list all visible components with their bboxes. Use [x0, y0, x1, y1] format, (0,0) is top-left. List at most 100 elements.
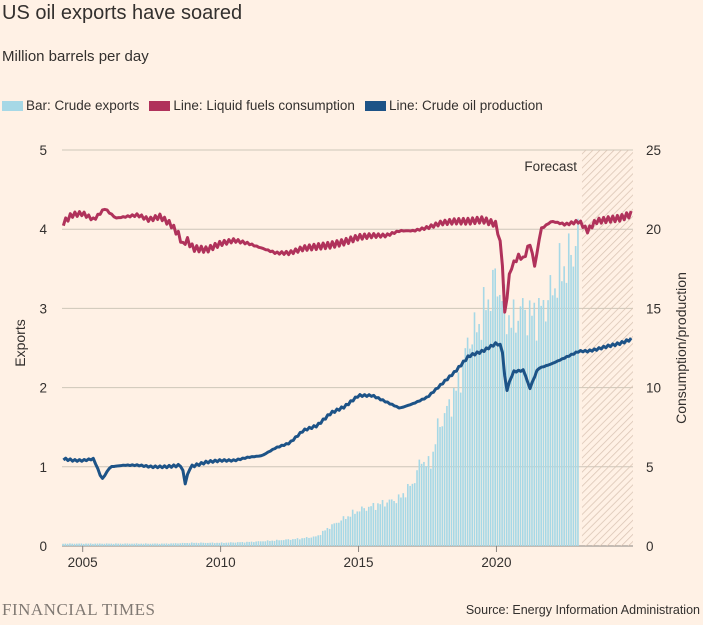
left-tick-label: 0	[39, 539, 47, 554]
export-bar	[105, 543, 108, 546]
export-bar	[103, 543, 106, 546]
export-bar	[489, 310, 492, 546]
export-bar	[165, 543, 168, 546]
export-bar	[223, 542, 225, 546]
export-bar	[492, 269, 494, 546]
export-bar	[473, 312, 476, 546]
export-bar	[342, 516, 345, 546]
export-bar	[466, 337, 469, 546]
export-bar	[248, 541, 251, 546]
export-bar	[393, 500, 395, 546]
export-bar	[377, 503, 379, 546]
export-bar	[416, 470, 418, 546]
export-bar	[430, 468, 432, 546]
export-bar	[149, 543, 152, 546]
export-bar	[87, 543, 90, 546]
export-bar	[482, 287, 485, 546]
export-bar	[358, 511, 361, 546]
forecast-label: Forecast	[524, 159, 577, 174]
export-bar	[570, 254, 572, 547]
export-bar	[567, 233, 570, 546]
export-bar	[365, 510, 368, 546]
export-bar	[213, 543, 216, 546]
export-bar	[135, 543, 138, 546]
export-bar	[197, 543, 200, 546]
export-bar	[158, 543, 161, 546]
export-bar	[317, 535, 319, 546]
export-bar	[427, 456, 430, 546]
export-bar	[188, 543, 191, 546]
legend-label-exports: Bar: Crude exports	[26, 98, 140, 113]
export-bar	[457, 372, 460, 546]
export-bar	[278, 540, 280, 546]
export-bar	[338, 522, 340, 546]
export-bar	[324, 530, 326, 546]
export-bar	[475, 332, 478, 546]
export-bar	[305, 537, 308, 546]
export-bar	[154, 543, 156, 546]
export-bar	[250, 541, 253, 546]
export-bar	[519, 306, 522, 546]
export-bar	[62, 543, 64, 546]
export-bar	[262, 541, 264, 546]
export-bar	[121, 543, 124, 546]
export-bar	[147, 543, 149, 546]
export-bar	[565, 282, 568, 546]
export-bar	[464, 348, 467, 546]
export-bar	[266, 540, 269, 546]
export-bar	[216, 542, 218, 546]
export-bar	[540, 305, 542, 546]
export-bar	[181, 542, 184, 546]
export-bar	[218, 542, 221, 546]
export-bar	[558, 243, 561, 546]
export-bar	[349, 516, 352, 546]
export-bar	[478, 324, 480, 546]
export-bar	[236, 542, 239, 546]
export-bar	[441, 426, 444, 546]
production-line	[62, 337, 633, 486]
export-bar	[563, 266, 565, 546]
export-bar	[436, 418, 439, 546]
right-axis-title: Consumption/production	[673, 272, 689, 424]
export-bar	[92, 543, 94, 546]
export-bar	[142, 543, 145, 546]
legend-swatch-consumption	[149, 100, 171, 111]
export-bar	[363, 508, 365, 546]
export-bar	[227, 542, 230, 546]
export-bar	[395, 503, 398, 546]
export-bar	[542, 300, 545, 546]
export-bar	[397, 494, 400, 546]
export-bar	[64, 543, 67, 546]
export-bar	[572, 266, 575, 546]
export-bar	[167, 543, 170, 546]
export-bar	[407, 483, 409, 546]
export-bar	[526, 335, 529, 546]
export-bar	[347, 516, 349, 546]
export-bar	[78, 543, 80, 546]
left-tick-label: 2	[39, 381, 47, 396]
export-bar	[190, 542, 193, 546]
export-bar	[413, 483, 416, 546]
export-bar	[163, 543, 165, 546]
right-tick-label: 20	[646, 222, 661, 237]
export-bar	[480, 339, 483, 546]
export-bar	[184, 543, 186, 546]
export-bar	[496, 296, 499, 546]
ft-brand-logo: FINANCIAL TIMES	[2, 600, 156, 619]
export-bar	[533, 302, 536, 546]
consumption-line	[61, 207, 633, 314]
x-tick-label: 2020	[481, 555, 511, 570]
export-bar	[453, 387, 455, 546]
export-bar	[301, 538, 303, 546]
export-bar	[225, 542, 228, 546]
export-bar	[230, 542, 232, 546]
export-bar	[287, 539, 290, 546]
export-bar	[269, 540, 271, 546]
chart-title: US oil exports have soared	[2, 2, 243, 24]
export-bar	[328, 528, 331, 546]
export-bar	[207, 542, 209, 546]
export-bar	[99, 543, 101, 546]
export-bar	[420, 463, 423, 546]
export-bar	[94, 543, 97, 546]
export-bar	[101, 543, 103, 546]
